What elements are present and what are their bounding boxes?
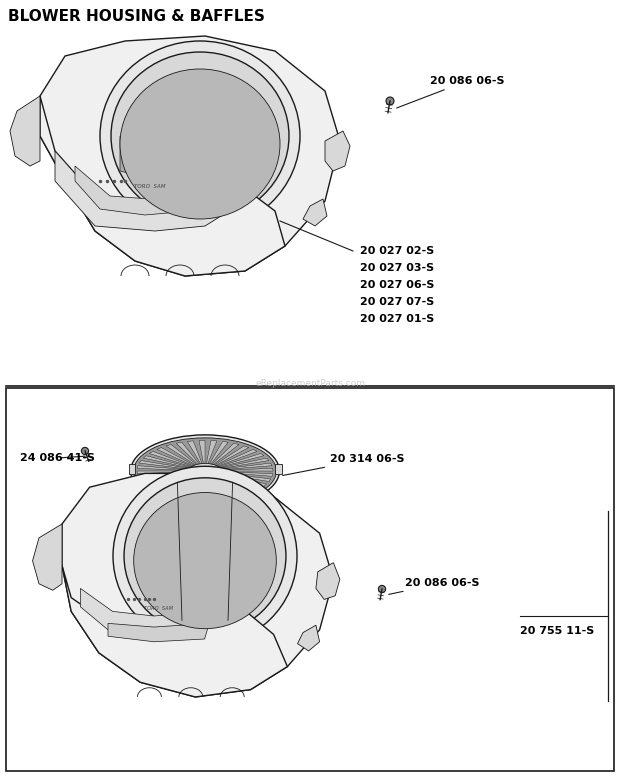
Polygon shape	[176, 442, 200, 465]
Polygon shape	[157, 448, 195, 466]
Polygon shape	[220, 472, 273, 476]
Text: TORO  SAM: TORO SAM	[144, 606, 173, 612]
Polygon shape	[40, 96, 285, 276]
Polygon shape	[149, 451, 193, 467]
Polygon shape	[214, 446, 249, 465]
Polygon shape	[216, 449, 257, 466]
Text: 20 027 02-S: 20 027 02-S	[360, 246, 434, 256]
Polygon shape	[171, 477, 198, 499]
Polygon shape	[298, 626, 319, 651]
Text: 20 027 03-S: 20 027 03-S	[360, 263, 434, 273]
Polygon shape	[219, 473, 271, 481]
Polygon shape	[182, 477, 201, 501]
Ellipse shape	[113, 466, 297, 646]
Text: 20 027 01-S: 20 027 01-S	[360, 314, 434, 324]
Text: eReplacementParts.com: eReplacementParts.com	[255, 379, 365, 387]
Bar	[6, 388, 614, 771]
Circle shape	[386, 97, 394, 105]
Polygon shape	[62, 473, 334, 697]
Circle shape	[378, 586, 386, 593]
Polygon shape	[193, 478, 203, 501]
Text: 20 755 11-S: 20 755 11-S	[520, 626, 594, 636]
Polygon shape	[140, 461, 190, 469]
Polygon shape	[10, 96, 40, 166]
Polygon shape	[138, 473, 190, 479]
Polygon shape	[219, 458, 269, 469]
Ellipse shape	[124, 478, 286, 634]
Polygon shape	[137, 465, 190, 470]
Ellipse shape	[196, 467, 215, 476]
Ellipse shape	[100, 41, 300, 231]
Polygon shape	[218, 474, 267, 487]
Polygon shape	[316, 562, 340, 600]
Polygon shape	[211, 444, 239, 465]
Polygon shape	[303, 199, 327, 226]
Text: 24 086 41-S: 24 086 41-S	[20, 453, 95, 463]
Polygon shape	[209, 441, 228, 465]
Ellipse shape	[111, 52, 289, 220]
Polygon shape	[153, 476, 194, 493]
Circle shape	[81, 448, 89, 455]
Ellipse shape	[134, 493, 277, 629]
Polygon shape	[108, 623, 209, 642]
Text: 20 086 06-S: 20 086 06-S	[397, 76, 505, 108]
Polygon shape	[62, 565, 288, 697]
Text: 20 086 06-S: 20 086 06-S	[389, 578, 479, 594]
Text: BLOWER HOUSING & BAFFLES: BLOWER HOUSING & BAFFLES	[8, 9, 265, 24]
Polygon shape	[205, 478, 211, 501]
Polygon shape	[217, 475, 260, 490]
Polygon shape	[81, 588, 237, 637]
Polygon shape	[143, 455, 192, 468]
Polygon shape	[219, 463, 272, 470]
Polygon shape	[120, 136, 180, 186]
Ellipse shape	[189, 463, 221, 479]
Polygon shape	[128, 464, 135, 474]
Polygon shape	[146, 474, 192, 489]
Polygon shape	[208, 477, 223, 501]
Polygon shape	[199, 440, 205, 464]
Ellipse shape	[120, 69, 280, 219]
Polygon shape	[215, 476, 253, 494]
Polygon shape	[325, 131, 350, 171]
Polygon shape	[141, 473, 191, 484]
Polygon shape	[40, 36, 340, 276]
Text: TORO  SAM: TORO SAM	[135, 184, 166, 188]
Polygon shape	[55, 151, 245, 231]
Ellipse shape	[131, 435, 280, 507]
Polygon shape	[166, 444, 197, 465]
Polygon shape	[187, 440, 202, 465]
Text: 20 027 07-S: 20 027 07-S	[360, 297, 434, 307]
Ellipse shape	[133, 438, 277, 505]
Polygon shape	[213, 476, 244, 497]
Polygon shape	[195, 507, 215, 515]
Polygon shape	[137, 471, 190, 473]
Polygon shape	[218, 454, 264, 468]
Text: 20 027 06-S: 20 027 06-S	[360, 280, 435, 290]
Polygon shape	[33, 524, 62, 590]
Polygon shape	[206, 440, 217, 464]
Polygon shape	[210, 477, 234, 500]
Polygon shape	[220, 469, 273, 471]
Polygon shape	[161, 476, 196, 496]
Polygon shape	[275, 464, 281, 474]
Polygon shape	[75, 166, 225, 215]
Polygon shape	[215, 136, 270, 186]
Text: 20 314 06-S: 20 314 06-S	[283, 454, 404, 476]
